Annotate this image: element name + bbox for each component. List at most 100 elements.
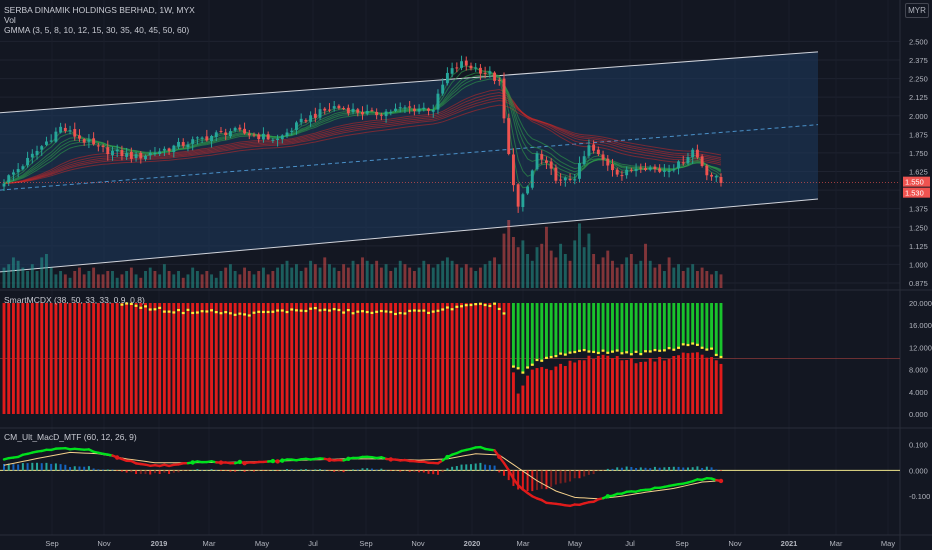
- macd-histogram-bar: [616, 467, 619, 471]
- macd-cross-marker: [275, 459, 280, 464]
- candle-body: [384, 111, 388, 117]
- smc-yellow-mark: [134, 304, 138, 307]
- volume-bar: [450, 260, 454, 288]
- smc-red-bar: [219, 303, 223, 414]
- volume-bar: [290, 267, 294, 288]
- smc-yellow-mark: [346, 309, 350, 312]
- smc-red-bar: [238, 303, 242, 414]
- macd-histogram-bar: [696, 466, 699, 471]
- candle-body: [417, 108, 421, 112]
- volume-bar: [224, 267, 228, 288]
- macd-cross-marker: [190, 460, 195, 465]
- candle-body: [686, 157, 690, 164]
- candle-body: [219, 130, 223, 132]
- smc-red-bar: [587, 355, 591, 414]
- volume-bar: [530, 260, 534, 288]
- smartmcdx-legend[interactable]: SmartMCDX (38, 50, 33, 33, 0.9, 0.8): [4, 295, 145, 305]
- smc-yellow-mark: [252, 311, 256, 314]
- smc-red-bar: [705, 357, 709, 414]
- candle-body: [394, 108, 397, 111]
- candle-body: [285, 132, 289, 137]
- smc-red-bar: [328, 303, 331, 414]
- candle-body: [398, 107, 402, 109]
- candle-body: [101, 145, 105, 147]
- smc-yellow-mark: [710, 347, 713, 350]
- volume-bar: [342, 264, 346, 288]
- smc-red-bar: [436, 303, 440, 414]
- gmma-long-ribbon: [3, 97, 722, 184]
- smc-yellow-mark: [587, 350, 591, 353]
- candle-body: [596, 149, 600, 154]
- smc-yellow-mark: [573, 350, 577, 354]
- smc-yellow-mark: [488, 304, 492, 308]
- time-tick-label: Mar: [830, 539, 843, 548]
- smc-yellow-mark: [384, 310, 388, 313]
- smc-green-bar: [648, 303, 652, 352]
- candle-body: [483, 72, 487, 74]
- volume-bar: [644, 243, 647, 288]
- candle-body: [535, 153, 539, 170]
- macd-histogram-bar: [441, 470, 444, 472]
- time-tick-label: Nov: [97, 539, 111, 548]
- currency-badge[interactable]: MYR: [905, 3, 929, 18]
- macd-histogram-bar: [564, 470, 567, 483]
- smc-red-bar: [478, 303, 482, 414]
- candle-body: [7, 175, 11, 183]
- smc-red-bar: [573, 362, 577, 414]
- macd-panel: [0, 445, 900, 508]
- smc-yellow-mark: [332, 308, 336, 311]
- smc-red-bar: [464, 303, 468, 414]
- gmma-legend[interactable]: GMMA (3, 5, 8, 10, 12, 15, 30, 35, 40, 4…: [4, 25, 190, 35]
- symbol-title[interactable]: SERBA DINAMIK HOLDINGS BERHAD, 1W, MYX: [4, 5, 195, 15]
- smc-red-bar: [346, 303, 350, 414]
- candle-body: [478, 67, 482, 74]
- smc-yellow-mark: [582, 348, 586, 352]
- price-candles: [0, 55, 900, 213]
- macd-histogram-bar: [639, 467, 642, 471]
- candle-body: [224, 132, 228, 136]
- candle-body: [611, 164, 614, 171]
- smc-yellow-mark: [549, 355, 553, 359]
- candle-body: [587, 145, 591, 156]
- macd-legend[interactable]: CM_Ult_MacD_MTF (60, 12, 26, 9): [4, 432, 137, 442]
- candle-body: [691, 149, 695, 158]
- volume-legend[interactable]: Vol: [4, 15, 16, 25]
- candle-body: [389, 111, 393, 113]
- smc-yellow-mark: [681, 343, 685, 346]
- smc-red-bar: [379, 303, 383, 414]
- smc-red-bar: [474, 303, 478, 414]
- smc-yellow-mark: [167, 310, 171, 313]
- candle-body: [662, 170, 666, 172]
- time-tick-label: May: [255, 539, 269, 548]
- macd-histogram-bar: [248, 470, 251, 472]
- smc-red-bar: [87, 303, 91, 414]
- smc-green-bar: [578, 303, 581, 351]
- volume-bar: [601, 257, 605, 288]
- smc-green-bar: [719, 303, 723, 357]
- macd-histogram-bar: [17, 464, 20, 471]
- smc-yellow-mark: [478, 302, 482, 305]
- smc-red-bar: [398, 303, 402, 414]
- volume-bar: [266, 274, 270, 288]
- candle-body: [323, 108, 327, 111]
- smc-red-bar: [568, 360, 572, 414]
- smc-red-bar: [153, 303, 157, 414]
- macd-histogram-bar: [366, 468, 369, 471]
- volume-bar: [667, 257, 671, 288]
- smc-red-bar: [511, 372, 515, 414]
- candle-body: [243, 128, 247, 134]
- candle-body: [450, 68, 454, 74]
- smc-red-bar: [653, 361, 657, 414]
- smc-red-bar: [615, 356, 619, 414]
- smc-green-bar: [592, 303, 596, 352]
- smc-red-bar: [276, 303, 280, 414]
- smc-red-bar: [351, 303, 355, 414]
- smc-yellow-mark: [611, 350, 614, 353]
- smc-red-bar: [686, 353, 690, 414]
- macd-histogram-bar: [691, 467, 694, 471]
- volume-bar: [162, 264, 166, 288]
- smc-red-bar: [35, 303, 39, 414]
- macd-histogram-bar: [418, 470, 421, 473]
- volume-bar: [412, 271, 416, 288]
